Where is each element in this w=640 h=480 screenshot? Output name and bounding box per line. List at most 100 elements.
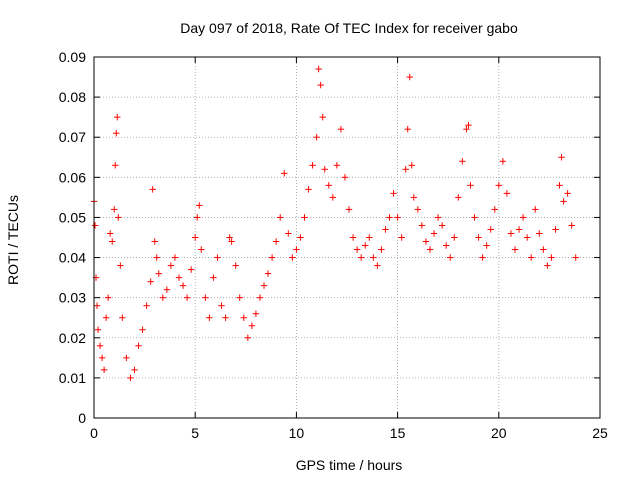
data-point <box>430 230 438 237</box>
data-point <box>94 326 102 333</box>
data-point <box>465 121 472 129</box>
data-point <box>192 234 199 241</box>
scatter-points <box>90 65 579 382</box>
data-point <box>455 194 462 201</box>
data-point <box>285 230 292 237</box>
data-point <box>309 162 316 169</box>
data-point <box>112 162 119 169</box>
data-point <box>523 234 531 241</box>
data-point <box>418 222 426 229</box>
data-point <box>198 246 205 253</box>
x-axis-label: GPS time / hours <box>296 457 403 473</box>
data-point <box>540 246 547 253</box>
data-point <box>214 254 221 261</box>
data-point <box>394 214 401 221</box>
data-point <box>117 262 124 269</box>
data-point <box>315 65 322 73</box>
data-point <box>248 322 256 329</box>
data-point <box>222 314 229 321</box>
data-point <box>471 214 478 221</box>
data-point <box>305 186 312 193</box>
data-point <box>479 254 486 261</box>
data-point <box>382 226 389 233</box>
data-point <box>236 294 243 301</box>
data-point <box>175 274 183 281</box>
data-point <box>232 262 239 269</box>
y-tick-label: 0 <box>78 410 86 426</box>
data-point <box>244 334 252 341</box>
y-tick-label: 0.06 <box>59 169 86 185</box>
y-tick-label: 0.03 <box>59 290 86 306</box>
data-point <box>483 242 490 249</box>
data-point <box>206 314 213 321</box>
data-point <box>313 134 320 141</box>
x-tick-label: 20 <box>491 425 507 441</box>
data-point <box>404 126 411 133</box>
data-point <box>109 238 116 245</box>
data-point <box>100 366 108 374</box>
data-point <box>260 282 268 289</box>
data-point <box>572 254 579 261</box>
data-point <box>123 354 130 362</box>
data-point <box>357 254 365 261</box>
data-point <box>155 270 162 277</box>
data-point <box>218 302 225 309</box>
data-point <box>196 202 203 209</box>
data-point <box>111 206 118 213</box>
y-tick-label: 0.05 <box>59 209 86 225</box>
y-tick-label: 0.04 <box>59 250 86 266</box>
data-point <box>345 206 353 213</box>
data-point <box>349 234 357 241</box>
data-point <box>434 214 442 221</box>
data-point <box>272 238 280 245</box>
data-point <box>558 154 565 161</box>
data-point <box>119 314 126 321</box>
plot-frame <box>93 56 601 419</box>
data-point <box>410 194 417 201</box>
data-point <box>139 326 146 333</box>
data-point <box>386 214 393 221</box>
axis-ticks <box>93 56 601 419</box>
x-tick-label: 15 <box>390 425 406 441</box>
data-point <box>438 222 446 229</box>
data-point <box>127 374 134 382</box>
data-point <box>183 294 191 301</box>
data-point <box>442 242 450 249</box>
data-point <box>451 234 458 241</box>
data-point <box>544 262 551 269</box>
data-point <box>503 190 511 197</box>
data-point <box>277 214 284 221</box>
data-point <box>378 246 385 253</box>
data-point <box>495 182 502 189</box>
data-point <box>228 238 235 245</box>
x-tick-label: 0 <box>90 425 98 441</box>
data-point <box>102 314 110 321</box>
data-point <box>487 226 494 233</box>
data-point <box>289 254 296 261</box>
data-point <box>113 130 120 137</box>
data-point <box>91 222 99 229</box>
data-point <box>426 246 434 253</box>
data-point <box>341 174 349 181</box>
chart-title: Day 097 of 2018, Rate Of TEC Index for r… <box>180 20 518 36</box>
data-point <box>96 342 104 349</box>
data-point <box>366 234 373 241</box>
y-tick-label: 0.09 <box>59 49 86 65</box>
data-point <box>268 254 276 261</box>
tick-labels: 0 5 10 15 20 25 0 0.01 0.02 0.03 0.04 0.05 0.06 0.07 0… <box>59 49 608 441</box>
x-tick-label: 10 <box>289 425 305 441</box>
grid <box>94 57 600 418</box>
data-point <box>548 254 555 261</box>
data-point <box>210 274 217 281</box>
data-point <box>98 354 106 362</box>
data-point <box>337 126 345 133</box>
data-point <box>475 234 482 241</box>
data-point <box>202 294 209 301</box>
data-point <box>564 190 571 197</box>
y-tick-label: 0.01 <box>59 370 86 386</box>
data-point <box>297 234 304 241</box>
data-point <box>147 278 154 285</box>
data-point <box>194 214 201 221</box>
data-point <box>321 166 328 173</box>
